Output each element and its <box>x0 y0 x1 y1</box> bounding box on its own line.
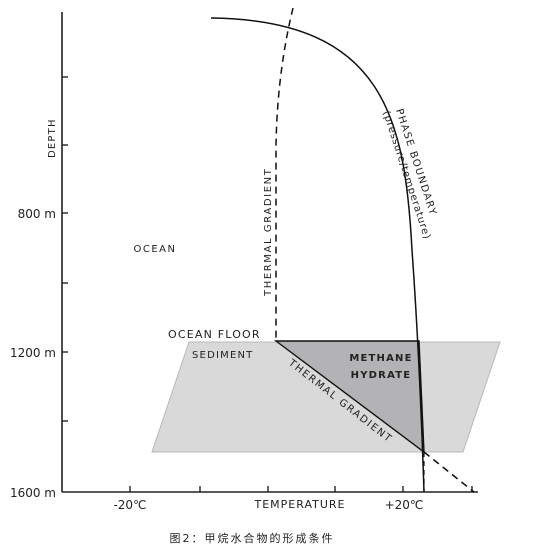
x-tick-label-minus20: -20℃ <box>113 498 146 512</box>
y-axis-ticks <box>62 76 68 422</box>
ocean-label: OCEAN <box>134 244 177 255</box>
figure-caption: 图2：甲烷水合物的形成条件 <box>170 531 335 545</box>
x-axis-ticks <box>129 486 473 492</box>
methane-hydrate-label-line1: METHANE <box>349 353 412 364</box>
thermal-gradient-vertical-label: THERMAL GRADIENT <box>263 168 274 297</box>
ocean-floor-label: OCEAN FLOOR <box>168 328 261 341</box>
y-tick-label-800: 800 m <box>18 207 56 221</box>
thermal-gradient-ocean-line <box>275 7 294 341</box>
hydrate-zone <box>273 340 425 454</box>
sediment-label: SEDIMENT <box>192 350 253 361</box>
y-axis-title: DEPTH <box>47 118 58 158</box>
y-tick-label-1200: 1200 m <box>10 346 56 360</box>
thermal-gradient-extension <box>423 451 475 493</box>
y-tick-label-1600: 1600 m <box>10 486 56 500</box>
x-axis-title: TEMPERATURE <box>254 498 346 511</box>
phase-boundary-curve <box>210 17 425 493</box>
methane-hydrate-label-line2: HYDRATE <box>351 370 412 381</box>
x-tick-label-plus20: +20℃ <box>385 498 424 512</box>
